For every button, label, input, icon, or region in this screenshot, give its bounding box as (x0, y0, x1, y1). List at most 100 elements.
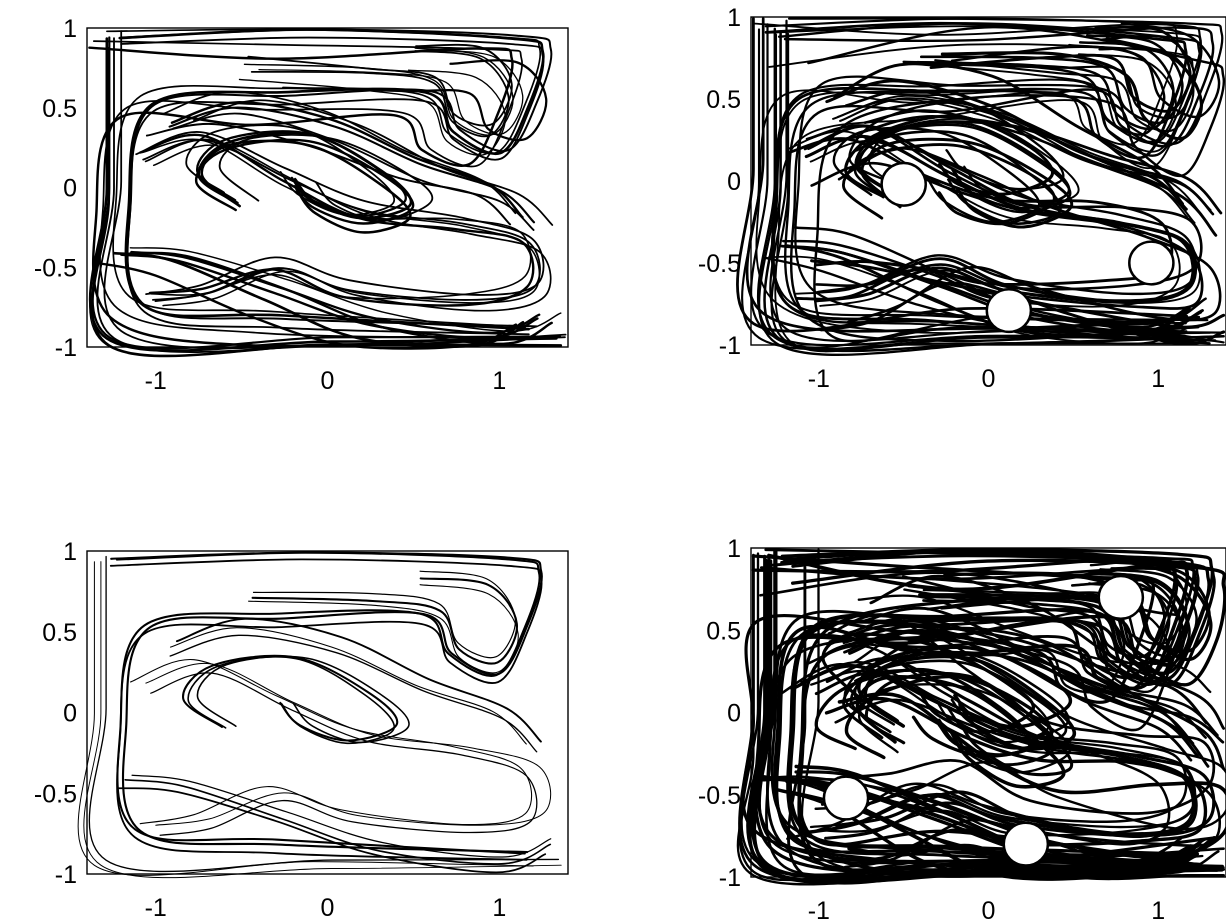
x-tick-label: 0 (982, 365, 996, 393)
streak-line (855, 675, 1066, 789)
streak-line (860, 137, 1074, 229)
streak-line (197, 131, 413, 220)
streak-line (117, 787, 547, 874)
streak-line (131, 774, 552, 858)
streak-line (172, 112, 535, 231)
streak-line (752, 22, 1179, 334)
streak-line (764, 256, 1184, 332)
y-tick-label: -0.5 (698, 782, 741, 810)
streak-line (130, 250, 541, 334)
streak-line (787, 17, 1224, 322)
y-tick-label: -0.5 (34, 780, 77, 808)
streak-line (281, 59, 548, 142)
streak-line (832, 126, 1041, 224)
streak-line (187, 656, 395, 745)
streak-lines (736, 17, 1226, 356)
streak-line (857, 594, 1212, 694)
streak-line (248, 584, 519, 674)
streak-line (858, 115, 1223, 215)
streak-line (926, 570, 1191, 667)
panel-bottom-left: 1 0.5 0 -0.5 -1 -1 0 1 (34, 538, 569, 922)
cavity-boundary (750, 16, 1226, 346)
y-tick-label: -0.5 (34, 254, 77, 282)
streak-line (936, 34, 1196, 120)
y-tick-label: 1 (727, 535, 741, 563)
y-tick-label: -0.5 (698, 250, 741, 278)
streak-line (854, 121, 1071, 210)
x-tick-label: -1 (145, 894, 167, 922)
streak-line (854, 650, 1210, 768)
streak-line (89, 44, 557, 357)
panel-top-right: 1 0.5 0 -0.5 -1 -1 0 1 (698, 4, 1226, 393)
streak-line (875, 626, 1226, 771)
streak-line (251, 577, 518, 665)
streak-line (857, 610, 1126, 694)
streak-line (861, 606, 1225, 744)
streak-line (200, 139, 412, 234)
streak-line (745, 17, 1201, 333)
y-tick-label: 0 (727, 700, 741, 728)
streak-line (903, 588, 1171, 694)
x-tick-label: 1 (492, 367, 506, 395)
streak-line (842, 624, 1208, 725)
y-tick-label: -1 (55, 334, 77, 362)
streak-lines (77, 551, 562, 879)
streak-line (844, 674, 1054, 760)
streak-line (141, 138, 532, 300)
cavity-boundary (750, 547, 1226, 878)
streak-line (182, 654, 399, 742)
streak-line (800, 548, 1225, 878)
streak-line (145, 662, 552, 826)
streak-line (758, 33, 1225, 356)
streak-line (83, 561, 562, 879)
streak-line (736, 17, 1188, 333)
streak-line (258, 49, 524, 136)
panel-bottom-right: 1 0.5 0 -0.5 -1 -1 0 1 (698, 535, 1226, 923)
streak-line (145, 122, 512, 226)
rod-marker (880, 161, 927, 207)
streak-line (738, 553, 1172, 882)
rod-marker (1002, 821, 1050, 867)
y-tick-label: 0 (727, 168, 741, 196)
streak-line (139, 133, 535, 307)
x-tick-label: 0 (321, 894, 335, 922)
streak-line (814, 667, 1033, 758)
streak-line (837, 692, 1226, 877)
streak-line (781, 239, 1189, 329)
streak-line (252, 570, 516, 659)
rod-marker (822, 775, 870, 821)
streak-line (908, 53, 1177, 143)
streak-line (855, 120, 1218, 237)
y-tick-label: -1 (719, 332, 741, 360)
streak-line (868, 117, 1080, 208)
streak-line (869, 574, 1226, 730)
streak-line (827, 613, 1216, 815)
streak-line (77, 561, 534, 876)
y-tick-label: -1 (55, 861, 77, 889)
x-tick-label: 1 (1151, 897, 1165, 923)
streak-line (769, 19, 1225, 342)
streak-line (92, 40, 523, 339)
rod-marker (1097, 574, 1145, 620)
streak-line (144, 138, 552, 312)
streak-line (950, 21, 1221, 119)
y-tick-label: 0.5 (42, 95, 77, 123)
x-tick-label: 0 (982, 897, 996, 923)
y-tick-label: 1 (63, 15, 77, 43)
x-tick-label: 1 (492, 894, 506, 922)
streak-line (88, 555, 560, 873)
streak-line (169, 627, 527, 745)
streak-line (109, 558, 543, 861)
streak-line (110, 551, 541, 855)
streak-line (756, 548, 1218, 863)
x-tick-label: 1 (1151, 365, 1165, 393)
streak-line (106, 28, 542, 328)
streak-line (175, 617, 542, 743)
streak-lines (88, 28, 567, 358)
streak-line (196, 655, 410, 744)
x-tick-label: -1 (808, 897, 830, 923)
streak-line (805, 644, 1188, 823)
streak-line (864, 671, 1074, 777)
y-tick-label: 0 (63, 175, 77, 203)
streak-line (96, 37, 566, 353)
